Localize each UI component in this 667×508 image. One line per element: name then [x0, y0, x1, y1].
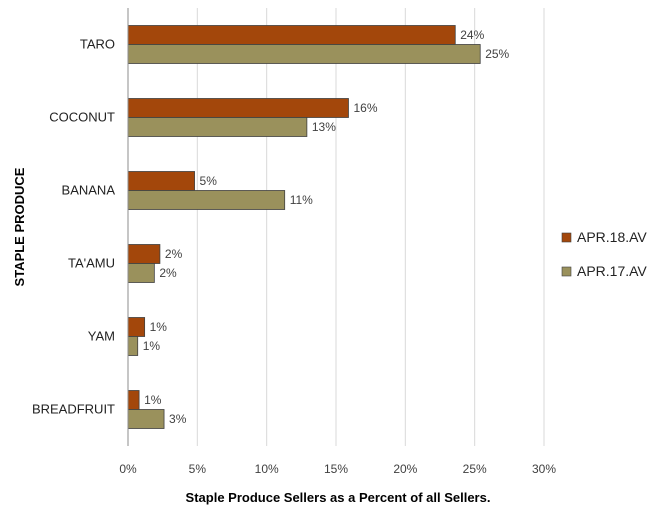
data-label: 24%: [460, 28, 484, 42]
legend-label: APR.17.AV: [577, 263, 647, 279]
x-tick-label: 5%: [189, 462, 207, 476]
x-tick-label: 25%: [463, 462, 487, 476]
legend-label: APR.18.AV: [577, 229, 647, 245]
category-label: TA'AMU: [68, 256, 115, 271]
bar-apr-18-av-taro: [127, 25, 456, 45]
x-tick-label: 20%: [393, 462, 417, 476]
category-label: YAM: [88, 329, 115, 344]
category-label: TARO: [80, 37, 115, 52]
bar-apr-18-av-coconut: [127, 98, 349, 118]
x-axis-title: Staple Produce Sellers as a Percent of a…: [186, 490, 491, 505]
x-tick-labels: 0% 5% 10% 15% 20% 25% 30%: [119, 462, 556, 476]
bar-apr-17-av-breadfruit: [127, 409, 165, 429]
data-labels: 24%25% 16% 13% 5% 11% 2% 2% 1% 1% 1% 3%: [143, 28, 510, 426]
category-label: BREADFRUIT: [32, 402, 115, 417]
data-label: 2%: [165, 247, 183, 261]
bars: [127, 25, 481, 429]
x-tick-label: 30%: [532, 462, 556, 476]
x-tick-label: 0%: [119, 462, 137, 476]
bar-apr-17-av-coconut: [127, 117, 308, 137]
data-label: 13%: [312, 120, 336, 134]
bar-apr-17-av-ta-amu: [127, 263, 155, 283]
bar-apr-17-av-taro: [127, 44, 481, 64]
bar-apr-18-av-yam: [127, 317, 146, 337]
data-label: 3%: [169, 412, 187, 426]
x-tick-label: 10%: [255, 462, 279, 476]
bar-apr-17-av-yam: [127, 336, 139, 356]
category-label: COCONUT: [49, 110, 115, 125]
bar-apr-18-av-breadfruit: [127, 390, 140, 410]
data-label: 11%: [290, 193, 313, 207]
data-label: 25%: [485, 47, 509, 61]
bar-apr-17-av-banana: [127, 190, 286, 210]
data-label: 16%: [353, 101, 377, 115]
data-label: 1%: [144, 393, 162, 407]
category-label: BANANA: [62, 183, 116, 198]
legend-swatch: [561, 232, 572, 243]
bar-apr-18-av-banana: [127, 171, 195, 191]
data-label: 1%: [143, 339, 161, 353]
data-label: 5%: [200, 174, 218, 188]
legend-swatch: [561, 266, 572, 277]
y-axis-title: STAPLE PRODUCE: [12, 167, 27, 286]
x-tick-label: 15%: [324, 462, 348, 476]
category-labels: TARO COCONUT BANANA TA'AMU YAM BREADFRUIT: [32, 37, 115, 417]
bar-apr-18-av-ta-amu: [127, 244, 161, 264]
data-label: 2%: [159, 266, 177, 280]
data-label: 1%: [150, 320, 168, 334]
legend: APR.18.AV APR.17.AV: [561, 229, 647, 279]
gridlines: [196, 8, 545, 446]
